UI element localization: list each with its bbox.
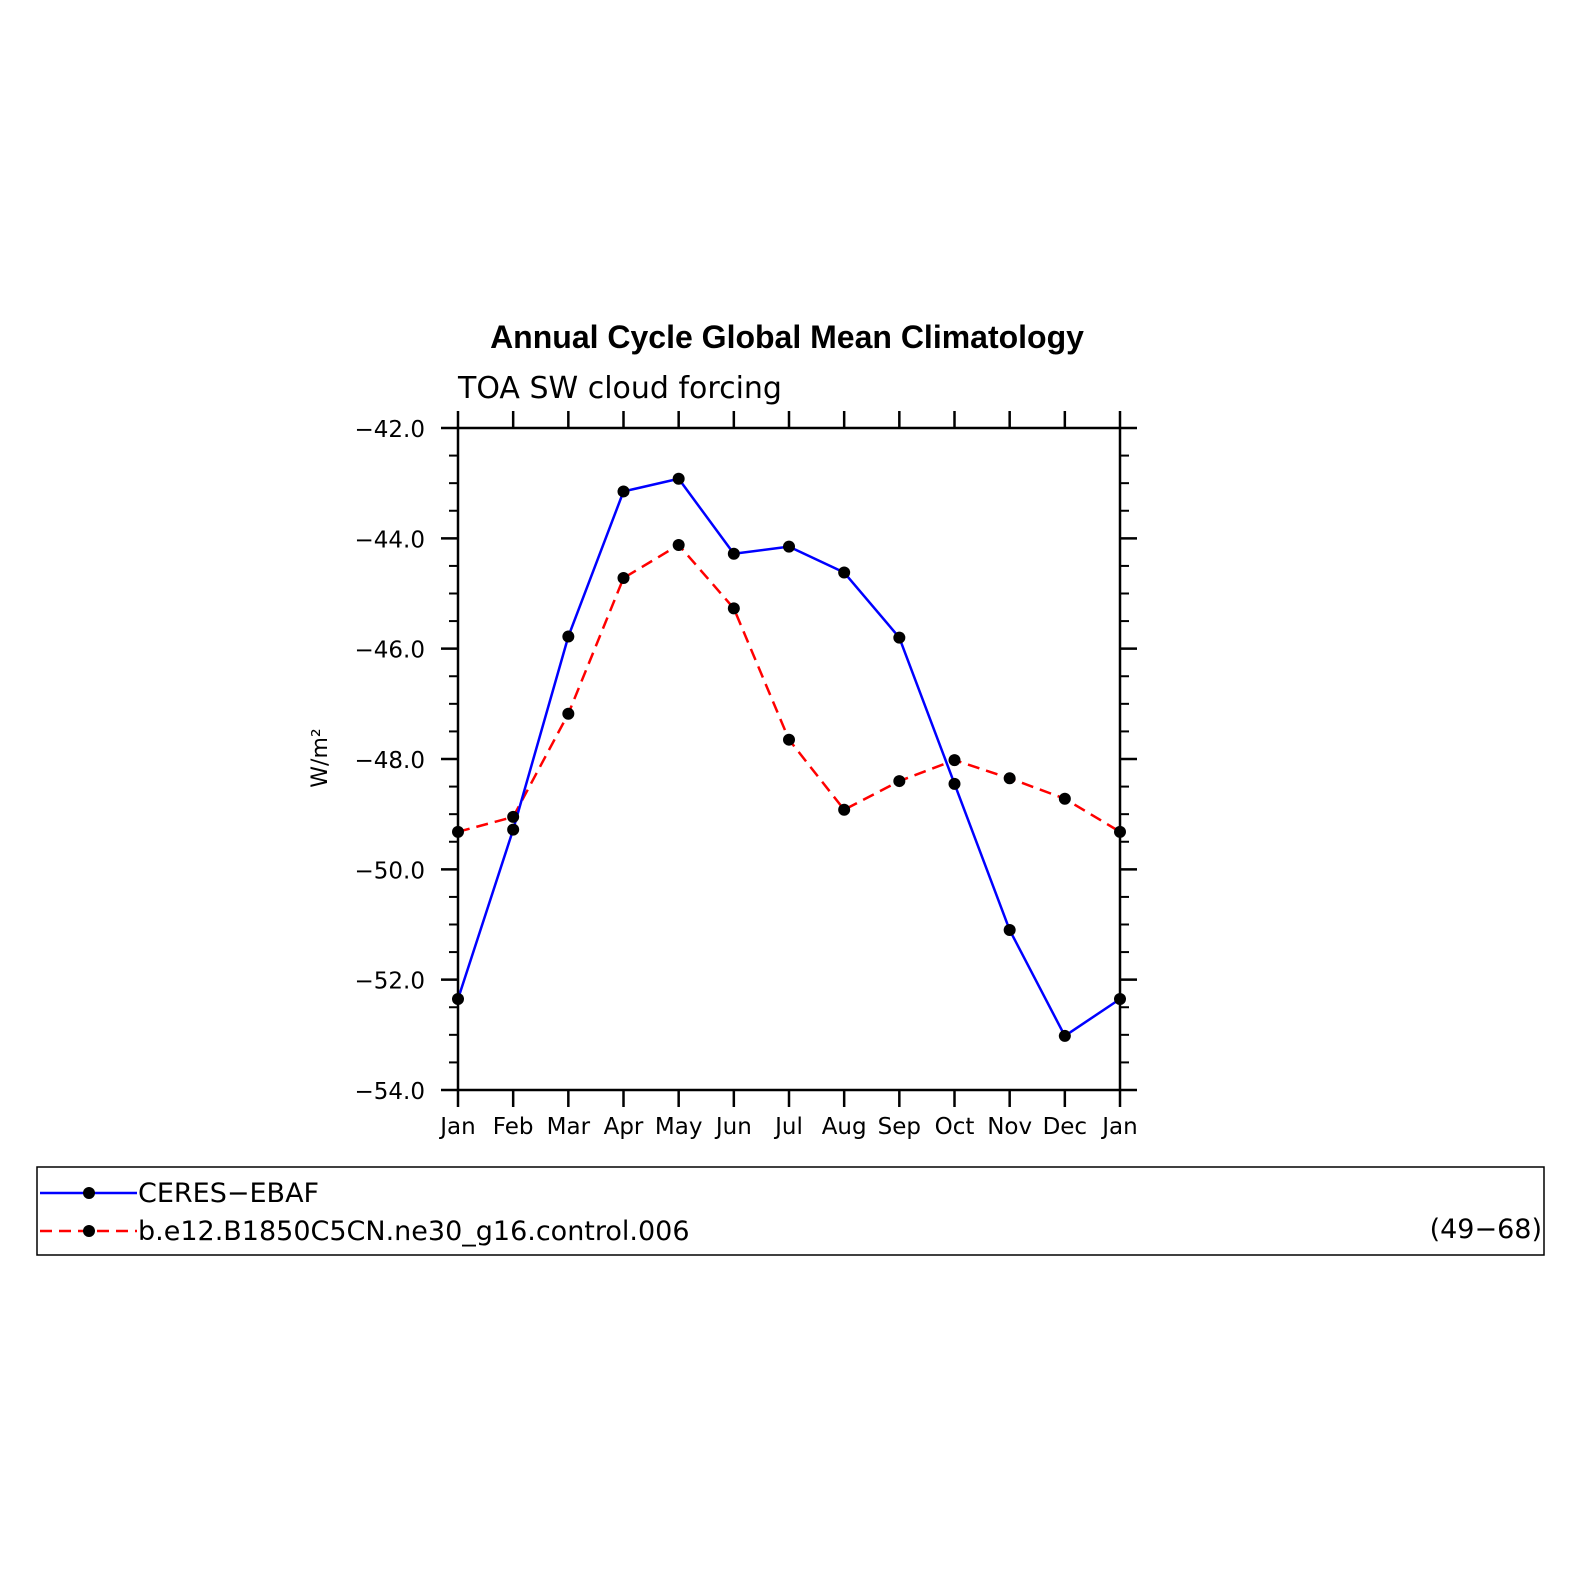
series-1-point: [617, 572, 630, 585]
series-0-point: [948, 777, 961, 790]
x-tick-label: Sep: [878, 1114, 921, 1140]
legend-items: CERES−EBAF b.e12.B1850C5CN.ne30_g16.contr…: [40, 1178, 690, 1247]
y-tick-label: −46.0: [355, 638, 425, 664]
legend-label-1: b.e12.B1850C5CN.ne30_g16.control.006: [138, 1216, 690, 1247]
x-tick-label: Jun: [714, 1114, 752, 1140]
legend: CERES−EBAF b.e12.B1850C5CN.ne30_g16.contr…: [36, 1166, 1545, 1256]
series-1-point: [893, 775, 906, 788]
series-line-0: [456, 477, 1121, 1038]
series-1-point: [1003, 772, 1016, 785]
plot-frame: [456, 426, 1122, 1092]
series-0-point: [1003, 924, 1016, 937]
x-tick-label: May: [655, 1114, 703, 1140]
legend-box: [36, 1166, 1545, 1256]
y-tick-label: −44.0: [355, 527, 425, 553]
y-tick-label: −50.0: [355, 858, 425, 884]
series-1-point: [727, 602, 740, 615]
series-0-point: [838, 566, 851, 579]
legend-marker-0: [83, 1187, 95, 1199]
chart-title: Annual Cycle Global Mean Climatology: [490, 319, 1084, 355]
x-tick-label: Feb: [493, 1114, 534, 1140]
x-tick-label: Jan: [1100, 1114, 1137, 1140]
x-tick-labels: Jan Feb Mar Apr May Jun Jul Aug Sep Oct Nov Dec Jan: [438, 1114, 1137, 1140]
series-1-point: [562, 707, 575, 720]
series-1-point: [1058, 792, 1071, 805]
series-0-point: [783, 540, 795, 553]
series-0-point: [507, 823, 520, 836]
series-0-point: [617, 485, 630, 498]
series-1-point: [507, 810, 520, 823]
x-tick-label: Mar: [547, 1114, 591, 1140]
legend-marker-1: [83, 1225, 95, 1237]
y-tick-label: −42.0: [355, 417, 425, 443]
series-0-point: [1058, 1029, 1071, 1042]
series-1-point: [948, 754, 961, 767]
series-0-point: [562, 630, 575, 643]
y-tick-label: −52.0: [355, 969, 425, 995]
axis-ticks: [441, 411, 1137, 1107]
chart-subtitle: TOA SW cloud forcing: [457, 371, 782, 406]
series-1-point: [672, 538, 685, 551]
x-tick-label: Nov: [987, 1114, 1032, 1140]
series-line-1: [457, 543, 1121, 834]
x-tick-label: Jul: [773, 1114, 803, 1140]
y-tick-label: −54.0: [355, 1079, 425, 1105]
series-layer: [452, 472, 1126, 1042]
x-tick-label: Dec: [1043, 1114, 1088, 1140]
y-tick-labels: −42.0 −44.0 −46.0 −48.0 −50.0 −52.0 −54.0: [355, 417, 425, 1105]
x-tick-label: Apr: [604, 1114, 644, 1140]
series-0-point: [893, 631, 906, 644]
y-axis-label: W/m²: [308, 728, 333, 787]
legend-label-0: CERES−EBAF: [138, 1178, 319, 1209]
series-0-point: [727, 547, 740, 560]
series-1-point: [838, 803, 851, 816]
series-1-point: [783, 733, 795, 746]
legend-note: (49−68): [1430, 1214, 1542, 1245]
x-tick-label: Oct: [935, 1114, 975, 1140]
series-0-point: [672, 472, 685, 485]
y-tick-label: −48.0: [355, 748, 425, 774]
x-tick-label: Jan: [438, 1114, 475, 1140]
x-tick-label: Aug: [822, 1114, 867, 1140]
